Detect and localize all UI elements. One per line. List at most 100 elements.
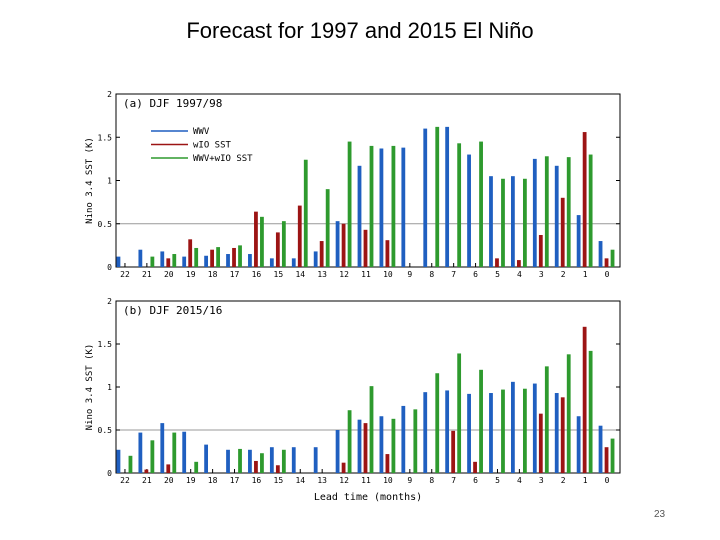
x-tick-label: 0	[605, 476, 610, 485]
bar-wio-sst	[188, 239, 193, 267]
bar-wwv	[313, 447, 318, 473]
bar-wwv	[291, 258, 296, 267]
bar-wio-sst	[473, 461, 477, 473]
bar-wwv-wio-sst	[260, 216, 264, 267]
y-axis-label: Nino 3.4 SST (K)	[85, 344, 95, 431]
bar-wwv	[204, 444, 209, 473]
bar-wwv-wio-sst	[281, 449, 286, 473]
bar-wwv-wio-sst	[347, 141, 352, 267]
bar-wwv-wio-sst	[150, 440, 155, 473]
bar-wio-sst	[582, 132, 587, 267]
bar-wwv-wio-sst	[369, 145, 374, 267]
bar-wio-sst	[582, 326, 587, 473]
bar-wwv-wio-sst	[260, 453, 264, 473]
x-axis-label: Lead time (months)	[314, 492, 422, 503]
bar-wwv-wio-sst	[522, 178, 527, 267]
bar-wwv-wio-sst	[413, 409, 418, 473]
bar-wwv-wio-sst	[544, 156, 549, 267]
x-tick-label: 3	[539, 270, 544, 279]
bar-wwv	[204, 255, 209, 267]
bar-wwv	[532, 383, 537, 473]
x-tick-label: 15	[274, 270, 284, 279]
bar-wwv	[489, 393, 493, 473]
y-tick-label: 1.5	[98, 340, 113, 349]
bar-wwv	[357, 165, 362, 267]
x-tick-label: 8	[429, 476, 434, 485]
legend-label-wwv: WWV	[193, 127, 210, 137]
bar-wwv	[160, 251, 165, 267]
bar-wwv-wio-sst	[391, 145, 396, 267]
bar-wwv-wio-sst	[566, 354, 571, 473]
bar-wio-sst	[538, 413, 543, 473]
bar-wwv	[116, 256, 121, 267]
bar-wwv	[510, 381, 515, 473]
x-tick-label: 8	[429, 270, 434, 279]
bar-wwv-wio-sst	[172, 254, 177, 267]
y-tick-label: 1	[107, 177, 112, 186]
slide-number: 23	[654, 509, 666, 520]
bar-wwv	[138, 249, 143, 267]
bar-wwv-wio-sst	[501, 178, 505, 267]
bar-wwv	[226, 254, 230, 267]
bar-wwv	[379, 416, 384, 473]
bar-wwv	[182, 431, 187, 473]
bar-wwv	[116, 449, 121, 473]
bar-wwv-wio-sst	[238, 245, 242, 267]
bar-wwv-wio-sst	[566, 157, 571, 267]
bar-wio-sst	[604, 258, 609, 267]
bar-wwv	[598, 241, 603, 267]
bar-wwv-wio-sst	[281, 221, 286, 267]
bar-wwv	[576, 416, 581, 473]
bar-wwv	[423, 392, 428, 473]
bar-wio-sst	[254, 460, 258, 473]
bar-wio-sst	[232, 247, 236, 267]
bar-wwv-wio-sst	[457, 353, 462, 473]
bar-wwv-wio-sst	[588, 154, 593, 267]
bar-wwv	[138, 432, 143, 473]
x-tick-label: 14	[295, 270, 305, 279]
bar-wio-sst	[363, 229, 368, 267]
x-tick-label: 13	[317, 270, 327, 279]
x-tick-label: 9	[407, 270, 412, 279]
x-tick-label: 2	[561, 270, 566, 279]
bar-wio-sst	[451, 430, 456, 473]
bar-wwv	[554, 393, 559, 473]
x-tick-label: 17	[230, 476, 240, 485]
bar-wio-sst	[604, 447, 609, 473]
bar-wwv	[445, 390, 450, 473]
bar-wwv	[335, 430, 340, 473]
bar-wwv-wio-sst	[347, 410, 352, 473]
bar-wwv	[248, 254, 252, 267]
bar-wwv-wio-sst	[435, 373, 440, 473]
bar-wwv-wio-sst	[303, 159, 308, 267]
x-tick-label: 4	[517, 476, 522, 485]
bar-wwv	[357, 419, 362, 473]
bar-wio-sst	[166, 464, 171, 473]
bar-wwv	[576, 215, 581, 267]
bar-wwv	[423, 128, 428, 267]
bar-wwv	[445, 126, 450, 268]
legend: WWV wIO SST WWV+wIO SST	[151, 127, 253, 164]
y-axis-label: Nino 3.4 SST (K)	[85, 137, 95, 224]
bar-wwv	[335, 221, 340, 267]
slide-title: Forecast for 1997 and 2015 El Niño	[186, 18, 534, 43]
bar-wwv-wio-sst	[435, 126, 440, 268]
bar-wwv-wio-sst	[479, 141, 483, 267]
x-tick-label: 16	[252, 270, 262, 279]
x-tick-label: 12	[339, 270, 349, 279]
bar-wwv	[313, 251, 318, 267]
x-tick-label: 16	[252, 476, 262, 485]
panel-title: (a) DJF 1997/98	[123, 97, 222, 110]
x-tick-label: 20	[164, 476, 174, 485]
legend-label-wwv-wio-sst: WWV+wIO SST	[193, 154, 253, 164]
bar-wio-sst	[319, 241, 324, 267]
bar-wwv	[160, 423, 165, 473]
bar-wwv	[489, 176, 493, 267]
bar-wwv	[248, 449, 252, 473]
bar-wwv-wio-sst	[457, 143, 462, 267]
bar-wwv	[291, 447, 296, 473]
bar-wwv-wio-sst	[610, 249, 615, 267]
bar-wio-sst	[254, 211, 258, 267]
x-tick-label: 2	[561, 476, 566, 485]
